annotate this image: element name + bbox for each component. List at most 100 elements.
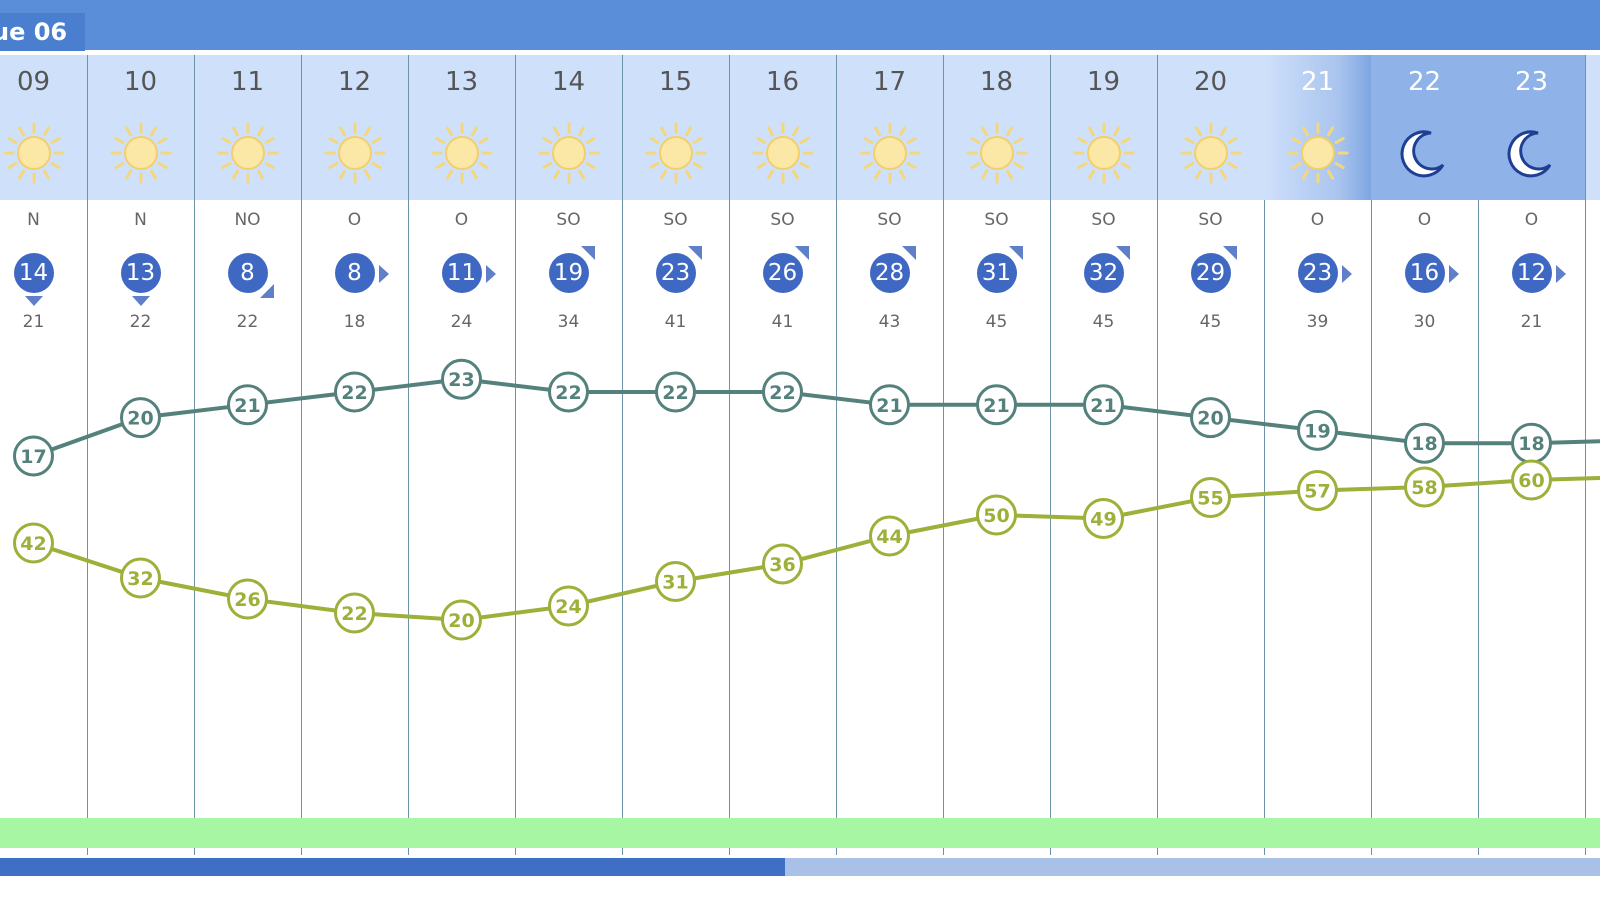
day-header-bar: ue 06: [0, 0, 1600, 51]
hour-column-header: 22: [1371, 55, 1478, 200]
sun-icon: [109, 121, 173, 185]
column-divider: [1585, 55, 1586, 855]
wind-direction: SO: [877, 210, 902, 230]
humidity-point: 26: [227, 578, 268, 620]
column-divider: [1264, 55, 1265, 855]
wind-gust: 45: [1092, 312, 1115, 332]
wind-arrow-icon: [794, 246, 809, 260]
hour-column-header: 10: [87, 55, 194, 200]
column-divider: [301, 55, 302, 855]
sun-icon: [2, 121, 66, 185]
wind-direction: SO: [1198, 210, 1223, 230]
hour-column-header: 14: [515, 55, 622, 200]
hour-column-header: 09: [0, 55, 87, 200]
wind-speed-badge: 12: [1511, 253, 1552, 293]
svg-text:24: 24: [555, 596, 581, 618]
sun-icon: [965, 121, 1029, 185]
wind-speed-badge: 23: [1297, 253, 1338, 293]
wind-gust: 34: [557, 312, 580, 332]
sun-icon: [216, 121, 280, 185]
wind-gust: 45: [1199, 312, 1222, 332]
svg-text:31: 31: [662, 572, 688, 594]
temperature-point: 22: [548, 371, 589, 413]
column-divider: [1157, 55, 1158, 855]
sun-icon: [858, 121, 922, 185]
temperature-point: 17: [13, 435, 54, 477]
sun-icon: [1179, 121, 1243, 185]
wind-direction: O: [454, 210, 469, 230]
svg-text:42: 42: [20, 533, 46, 555]
svg-text:50: 50: [983, 505, 1009, 527]
svg-text:26: 26: [234, 589, 260, 611]
svg-text:44: 44: [876, 526, 902, 548]
wind-gust: 22: [129, 312, 152, 332]
svg-text:18: 18: [1518, 433, 1544, 455]
humidity-point: 58: [1404, 466, 1445, 508]
wind-speed-badge: 14: [13, 253, 54, 293]
wind-direction: O: [1524, 210, 1539, 230]
hour-column-header: 15: [622, 55, 729, 200]
column-divider: [1050, 55, 1051, 855]
hour-label: 13: [444, 67, 479, 97]
wind-arrow-icon: [1341, 265, 1352, 283]
hour-column-header: 19: [1050, 55, 1157, 200]
sun-icon: [537, 121, 601, 185]
svg-text:22: 22: [662, 382, 688, 404]
wind-gust: 18: [343, 312, 366, 332]
svg-text:22: 22: [555, 382, 581, 404]
svg-text:18: 18: [1411, 433, 1437, 455]
wind-gust: 41: [771, 312, 794, 332]
hour-column-header: 11: [194, 55, 301, 200]
svg-text:49: 49: [1090, 509, 1116, 531]
svg-text:22: 22: [341, 382, 367, 404]
wind-arrow-icon: [580, 246, 595, 260]
humidity-point: 49: [1083, 498, 1124, 539]
column-divider: [622, 55, 623, 855]
hour-column-header: 16: [729, 55, 836, 200]
hour-label: 19: [1086, 67, 1121, 97]
temperature-point: 20: [120, 397, 161, 439]
wind-arrow-icon: [131, 296, 150, 306]
wind-gust: 41: [664, 312, 687, 332]
svg-text:55: 55: [1197, 488, 1223, 510]
temperature-point: 22: [334, 371, 375, 413]
wind-arrow-icon: [1222, 246, 1237, 260]
wind-gust: 22: [236, 312, 259, 332]
wind-arrow-icon: [1008, 246, 1023, 260]
sun-icon: [751, 121, 815, 185]
humidity-line: [32, 476, 1600, 623]
wind-arrow-icon: [1115, 246, 1130, 260]
temperature-point: 18: [1404, 422, 1445, 464]
humidity-point: 42: [13, 522, 54, 564]
temperature-point: 20: [1190, 397, 1231, 439]
wind-arrow-icon: [24, 296, 43, 306]
hour-column-header: 20: [1157, 55, 1264, 200]
scrollbar-thumb[interactable]: [0, 858, 785, 876]
hour-label: 11: [230, 67, 265, 97]
svg-text:58: 58: [1411, 477, 1437, 499]
humidity-point: 32: [120, 557, 161, 599]
wind-arrow-icon: [259, 284, 274, 298]
wind-speed-badge: 13: [120, 253, 161, 293]
humidity-point: 20: [441, 599, 482, 641]
wind-direction: N: [134, 210, 147, 230]
sun-icon: [323, 121, 387, 185]
wind-direction: SO: [1091, 210, 1116, 230]
wind-arrow-icon: [1448, 265, 1459, 283]
humidity-point: 57: [1297, 470, 1338, 511]
wind-speed-badge: 16: [1404, 253, 1445, 293]
hour-column-header: 17: [836, 55, 943, 200]
hour-label: 10: [123, 67, 158, 97]
svg-text:60: 60: [1518, 470, 1544, 492]
column-divider: [943, 55, 944, 855]
humidity-point: 36: [762, 543, 803, 585]
column-divider: [1478, 55, 1479, 855]
svg-text:21: 21: [983, 395, 1009, 417]
conditions-band: [0, 818, 1600, 848]
wind-direction: SO: [556, 210, 581, 230]
wind-gust: 24: [450, 312, 473, 332]
hour-column-header: 13: [408, 55, 515, 200]
hour-column-header: 21: [1264, 55, 1371, 200]
wind-speed-badge: 8: [334, 253, 375, 293]
wind-arrow-icon: [378, 265, 389, 283]
